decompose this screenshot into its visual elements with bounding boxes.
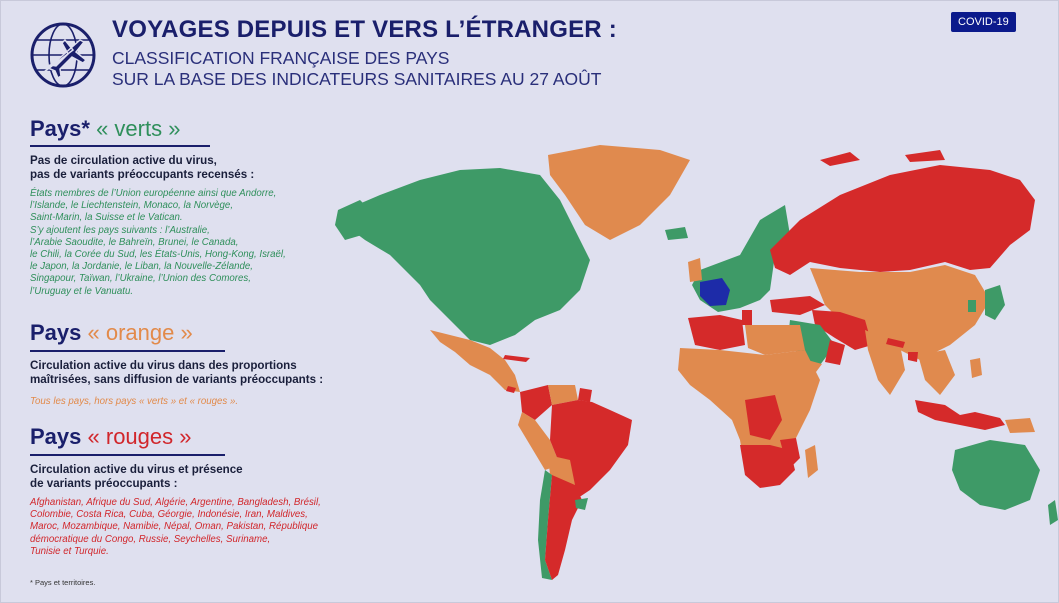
green-heading-keyword: « verts » bbox=[96, 116, 181, 141]
suriname-region bbox=[578, 388, 592, 402]
north-america-green-region bbox=[345, 168, 590, 345]
philippines-region bbox=[970, 358, 982, 378]
arctic-islands-region bbox=[820, 150, 945, 166]
list-line: Tous les pays, hors pays « verts » et « … bbox=[30, 396, 239, 407]
papua-region bbox=[1005, 418, 1035, 433]
orange-country-list: Tous les pays, hors pays « verts » et « … bbox=[30, 396, 238, 408]
list-line: Tunisie et Turquie. bbox=[30, 545, 109, 557]
nepal-region bbox=[886, 338, 905, 348]
orange-description: Circulation active du virus dans des pro… bbox=[30, 359, 323, 387]
libya-egypt-region bbox=[745, 325, 805, 355]
orange-heading: Pays « orange » bbox=[30, 320, 193, 346]
covid-badge: COVID-19 bbox=[951, 12, 1016, 32]
red-heading-prefix: Pays bbox=[30, 424, 82, 449]
argentina-region bbox=[545, 475, 582, 580]
list-line: l’Islande, le Liechtenstein, Monaco, la … bbox=[30, 200, 234, 212]
world-map bbox=[335, 145, 1058, 580]
desc-line: Pas de circulation active du virus, bbox=[30, 154, 217, 167]
list-line: l’Arabie Saoudite, le Bahreïn, Brunei, l… bbox=[30, 236, 239, 248]
iran-afghanistan-pakistan-region bbox=[812, 310, 872, 350]
red-description: Circulation active du virus et présence … bbox=[30, 463, 243, 491]
list-line: l’Uruguay et le Vanuatu. bbox=[30, 285, 134, 297]
uruguay-region bbox=[575, 498, 588, 510]
mexico-central-america-region bbox=[430, 330, 520, 392]
oman-region bbox=[825, 340, 845, 365]
subtitle-line: CLASSIFICATION FRANÇAISE DES PAYS bbox=[112, 48, 450, 68]
indonesia-region bbox=[915, 400, 1005, 430]
green-country-list: États membres de l’Union européenne ains… bbox=[30, 188, 286, 298]
red-country-list: Afghanistan, Afrique du Sud, Algérie, Ar… bbox=[30, 497, 321, 558]
france-region bbox=[700, 278, 730, 306]
airplane-globe-icon bbox=[30, 22, 96, 88]
desc-line: maîtrisées, sans diffusion de variants p… bbox=[30, 373, 324, 386]
iceland-region bbox=[665, 227, 688, 240]
list-line: démocratique du Congo, Russie, Seychelle… bbox=[30, 533, 271, 545]
bangladesh-region bbox=[908, 352, 918, 362]
list-line: Saint-Marin, la Suisse et le Vatican. bbox=[30, 212, 183, 224]
orange-underline bbox=[30, 350, 225, 352]
list-line: États membres de l’Union européenne ains… bbox=[30, 188, 277, 199]
orange-heading-keyword: « orange » bbox=[87, 320, 193, 345]
green-description: Pas de circulation active du virus, pas … bbox=[30, 154, 254, 182]
red-heading: Pays « rouges » bbox=[30, 424, 191, 450]
list-line: Maroc, Mozambique, Namibie, Népal, Oman,… bbox=[30, 521, 319, 533]
morocco-algeria-region bbox=[688, 315, 745, 350]
desc-line: Circulation active du virus dans des pro… bbox=[30, 359, 297, 372]
green-heading-prefix: Pays* bbox=[30, 116, 90, 141]
new-zealand-region bbox=[1048, 500, 1058, 525]
page-subtitle: CLASSIFICATION FRANÇAISE DES PAYS SUR LA… bbox=[112, 48, 602, 90]
desc-line: de variants préoccupants : bbox=[30, 477, 178, 490]
list-line: Singapour, Taïwan, l’Ukraine, l’Union de… bbox=[30, 273, 251, 285]
india-region bbox=[865, 330, 905, 395]
madagascar-region bbox=[805, 445, 818, 478]
asia-orange-region bbox=[810, 265, 990, 360]
list-line: S’y ajoutent les pays suivants : l’Austr… bbox=[30, 224, 210, 236]
orange-heading-prefix: Pays bbox=[30, 320, 82, 345]
red-heading-keyword: « rouges » bbox=[87, 424, 192, 449]
chile-region bbox=[538, 470, 552, 580]
tunisia-region bbox=[742, 310, 752, 325]
greenland-region bbox=[548, 145, 690, 240]
alaska-region bbox=[335, 200, 375, 240]
southern-africa-red-region bbox=[740, 445, 795, 488]
red-underline bbox=[30, 454, 225, 456]
colombia-region bbox=[520, 385, 552, 420]
subtitle-line: SUR LA BASE DES INDICATEURS SANITAIRES A… bbox=[112, 69, 602, 89]
list-line: Colombie, Costa Rica, Cuba, Géorgie, Ind… bbox=[30, 509, 308, 521]
korea-region bbox=[968, 300, 976, 312]
drc-region bbox=[745, 395, 782, 440]
turkey-region bbox=[770, 296, 825, 315]
page-title: VOYAGES DEPUIS ET VERS L’ÉTRANGER : bbox=[112, 16, 617, 43]
green-underline bbox=[30, 145, 210, 147]
japan-region bbox=[985, 285, 1005, 320]
australia-region bbox=[952, 440, 1040, 510]
costa-rica-region bbox=[506, 386, 516, 393]
desc-line: pas de variants préoccupants recensés : bbox=[30, 168, 255, 181]
list-line: Afghanistan, Afrique du Sud, Algérie, Ar… bbox=[30, 497, 321, 508]
desc-line: Circulation active du virus et présence bbox=[30, 463, 243, 476]
russia-region bbox=[770, 165, 1035, 275]
green-heading: Pays* « verts » bbox=[30, 116, 180, 142]
list-line: le Japon, la Jordanie, le Liban, la Nouv… bbox=[30, 261, 253, 273]
footnote: * Pays et territoires. bbox=[30, 578, 96, 587]
uk-region bbox=[688, 258, 702, 282]
venezuela-region bbox=[548, 385, 578, 405]
cuba-region bbox=[503, 355, 530, 362]
southeast-asia-region bbox=[918, 350, 955, 395]
mozambique-region bbox=[780, 438, 800, 470]
list-line: le Chili, la Corée du Sud, les États-Uni… bbox=[30, 249, 286, 261]
